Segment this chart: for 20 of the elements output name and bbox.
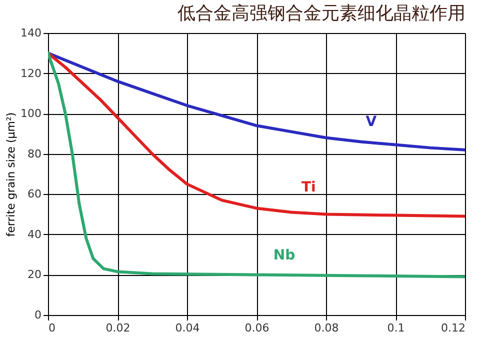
x-tick-label: 0.12 — [441, 322, 466, 334]
x-tick-label: 0.02 — [106, 322, 130, 334]
y-tick-label: 80 — [28, 147, 42, 160]
y-axis-title: ferrite grain size (µm²) — [4, 112, 18, 237]
y-tick-label: 40 — [28, 228, 42, 241]
y-tick-label: 140 — [20, 26, 42, 40]
y-tick-label: 0 — [34, 308, 42, 322]
series-label: V — [366, 114, 377, 130]
y-tick-label: 60 — [28, 188, 42, 201]
series-label: Ti — [301, 179, 316, 196]
series-label: Nb — [273, 248, 296, 264]
x-tick-label: 0.08 — [314, 322, 339, 334]
x-tick-label: 0.1 — [387, 322, 405, 334]
x-tick-label: 0 — [48, 322, 56, 334]
x-tick-label: 0.04 — [175, 322, 200, 334]
x-tick-label: 0.06 — [244, 322, 270, 334]
y-tick-label: 20 — [28, 268, 42, 282]
chart-title: 低合金高强钢合金元素细化晶粒作用 — [178, 3, 466, 24]
y-tick-label: 100 — [20, 107, 42, 120]
y-tick-label: 120 — [20, 66, 42, 80]
